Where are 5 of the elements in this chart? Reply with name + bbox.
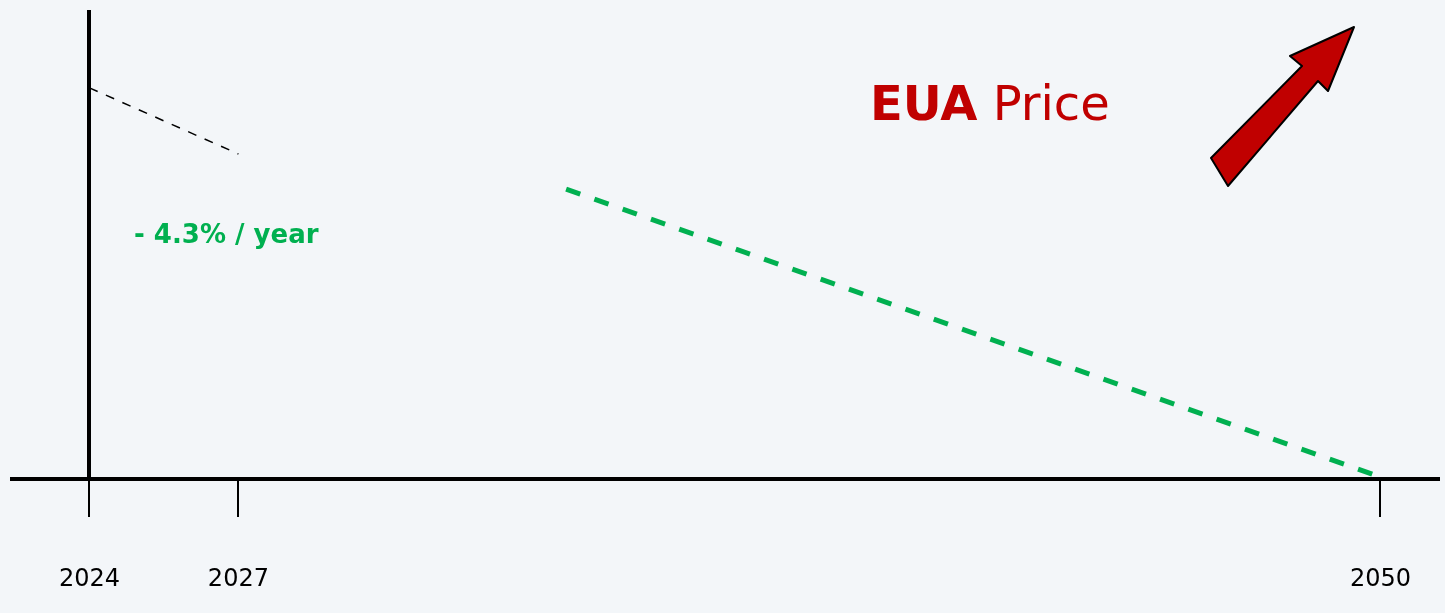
x-tick-label: 2024	[58, 563, 120, 592]
x-tick-label: 2027	[207, 563, 269, 592]
x-tick-label: 2050	[1349, 563, 1411, 592]
annotation: - 4.3% / year	[134, 219, 319, 249]
annotation: EUA Price	[870, 75, 1110, 131]
